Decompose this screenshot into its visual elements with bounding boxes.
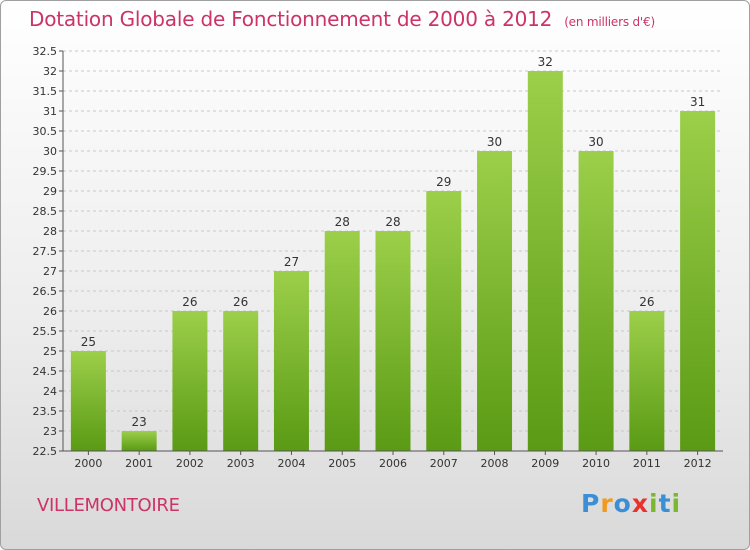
bar xyxy=(70,351,106,451)
y-tick-label: 26 xyxy=(43,305,57,318)
y-tick-label: 25 xyxy=(43,345,57,358)
x-tick-label: 2008 xyxy=(481,457,509,470)
y-tick-label: 24 xyxy=(43,385,57,398)
y-tick-label: 26.5 xyxy=(33,285,58,298)
x-tick-label: 2010 xyxy=(582,457,610,470)
x-axis: 2000 2001 2002 2003 2004 2005 2006 2007 2008 2009… xyxy=(63,450,723,470)
logo-letter: P xyxy=(581,489,601,518)
data-label: 28 xyxy=(385,215,400,229)
data-label: 31 xyxy=(690,95,705,109)
bar xyxy=(680,111,716,451)
x-tick-label: 2003 xyxy=(227,457,255,470)
bar xyxy=(273,271,309,451)
y-tick-label: 32 xyxy=(43,65,57,78)
logo-letter: o xyxy=(613,489,632,518)
y-tick-label: 29 xyxy=(43,185,57,198)
x-tick-label: 2007 xyxy=(430,457,458,470)
data-label: 30 xyxy=(588,135,603,149)
bar xyxy=(223,311,259,451)
bar xyxy=(121,431,157,451)
y-tick-label: 29.5 xyxy=(33,165,58,178)
chart-subtitle: (en milliers d'€) xyxy=(564,15,655,29)
data-label: 29 xyxy=(436,175,451,189)
x-tick-label: 2000 xyxy=(74,457,102,470)
y-tick-label: 25.5 xyxy=(33,325,58,338)
x-tick-label: 2011 xyxy=(633,457,661,470)
y-tick-label: 30.5 xyxy=(33,125,58,138)
chart-title-text: Dotation Globale de Fonctionnement de 20… xyxy=(29,7,553,31)
proxiti-logo[interactable]: Proxiti xyxy=(581,489,681,518)
data-label: 28 xyxy=(335,215,350,229)
y-tick-label: 28 xyxy=(43,225,57,238)
bar xyxy=(477,151,513,451)
logo-letter: x xyxy=(631,489,649,518)
y-tick-label: 22.5 xyxy=(33,445,58,458)
data-label: 23 xyxy=(132,415,147,429)
y-tick-label: 27.5 xyxy=(33,245,58,258)
data-label: 27 xyxy=(284,255,299,269)
bar xyxy=(527,71,563,451)
y-tick-label: 23.5 xyxy=(33,405,58,418)
x-tick-label: 2001 xyxy=(125,457,153,470)
bar xyxy=(578,151,614,451)
y-tick-label: 32.5 xyxy=(33,45,58,58)
y-tick-label: 31 xyxy=(43,105,57,118)
x-tick-label: 2012 xyxy=(684,457,712,470)
bar xyxy=(375,231,411,451)
logo-letter: i xyxy=(649,489,659,518)
x-tick-label: 2002 xyxy=(176,457,204,470)
y-axis: 22.5 23 23.5 24 24.5 25 25.5 26 26.5 27 27.5 28 28.5… xyxy=(33,45,64,458)
bar xyxy=(629,311,665,451)
data-label: 30 xyxy=(487,135,502,149)
y-tick-label: 24.5 xyxy=(33,365,58,378)
place-name: VILLEMONTOIRE xyxy=(37,495,180,516)
x-tick-label: 2006 xyxy=(379,457,407,470)
y-tick-label: 27 xyxy=(43,265,57,278)
logo-letter: r xyxy=(600,489,614,518)
data-label: 32 xyxy=(538,55,553,69)
data-label: 26 xyxy=(233,295,248,309)
bars: 25 23 26 26 27 28 28 29 30 32 30 26 31 xyxy=(70,55,716,451)
y-tick-label: 31.5 xyxy=(33,85,58,98)
x-tick-label: 2009 xyxy=(531,457,559,470)
data-label: 25 xyxy=(81,335,96,349)
x-tick-label: 2004 xyxy=(277,457,305,470)
y-tick-label: 28.5 xyxy=(33,205,58,218)
bar xyxy=(426,191,462,451)
y-tick-label: 30 xyxy=(43,145,57,158)
x-tick-label: 2005 xyxy=(328,457,356,470)
data-label: 26 xyxy=(182,295,197,309)
chart-title: Dotation Globale de Fonctionnement de 20… xyxy=(29,7,655,31)
bar xyxy=(172,311,208,451)
bar xyxy=(324,231,360,451)
y-tick-label: 23 xyxy=(43,425,57,438)
data-label: 26 xyxy=(639,295,654,309)
logo-letter: t xyxy=(658,489,672,518)
logo-letter: i xyxy=(671,489,682,518)
